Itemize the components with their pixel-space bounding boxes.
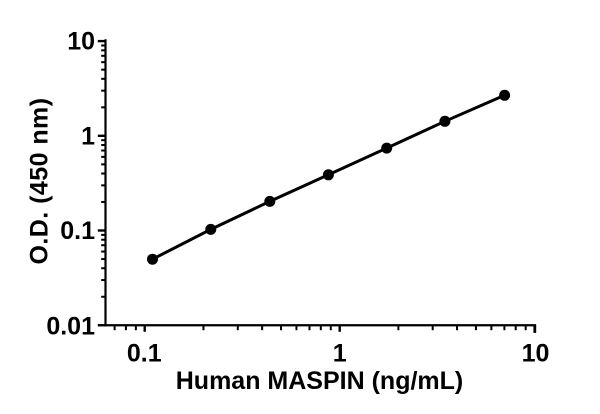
svg-text:0.01: 0.01	[46, 312, 95, 340]
svg-text:1: 1	[81, 122, 95, 150]
svg-text:O.D. (450 nm): O.D. (450 nm)	[26, 98, 54, 265]
svg-text:10: 10	[522, 339, 550, 367]
svg-text:0.1: 0.1	[127, 339, 162, 367]
svg-text:1: 1	[333, 339, 347, 367]
svg-text:0.1: 0.1	[60, 217, 95, 245]
svg-text:10: 10	[67, 28, 95, 56]
svg-text:Human MASPIN (ng/mL): Human MASPIN (ng/mL)	[176, 367, 464, 395]
